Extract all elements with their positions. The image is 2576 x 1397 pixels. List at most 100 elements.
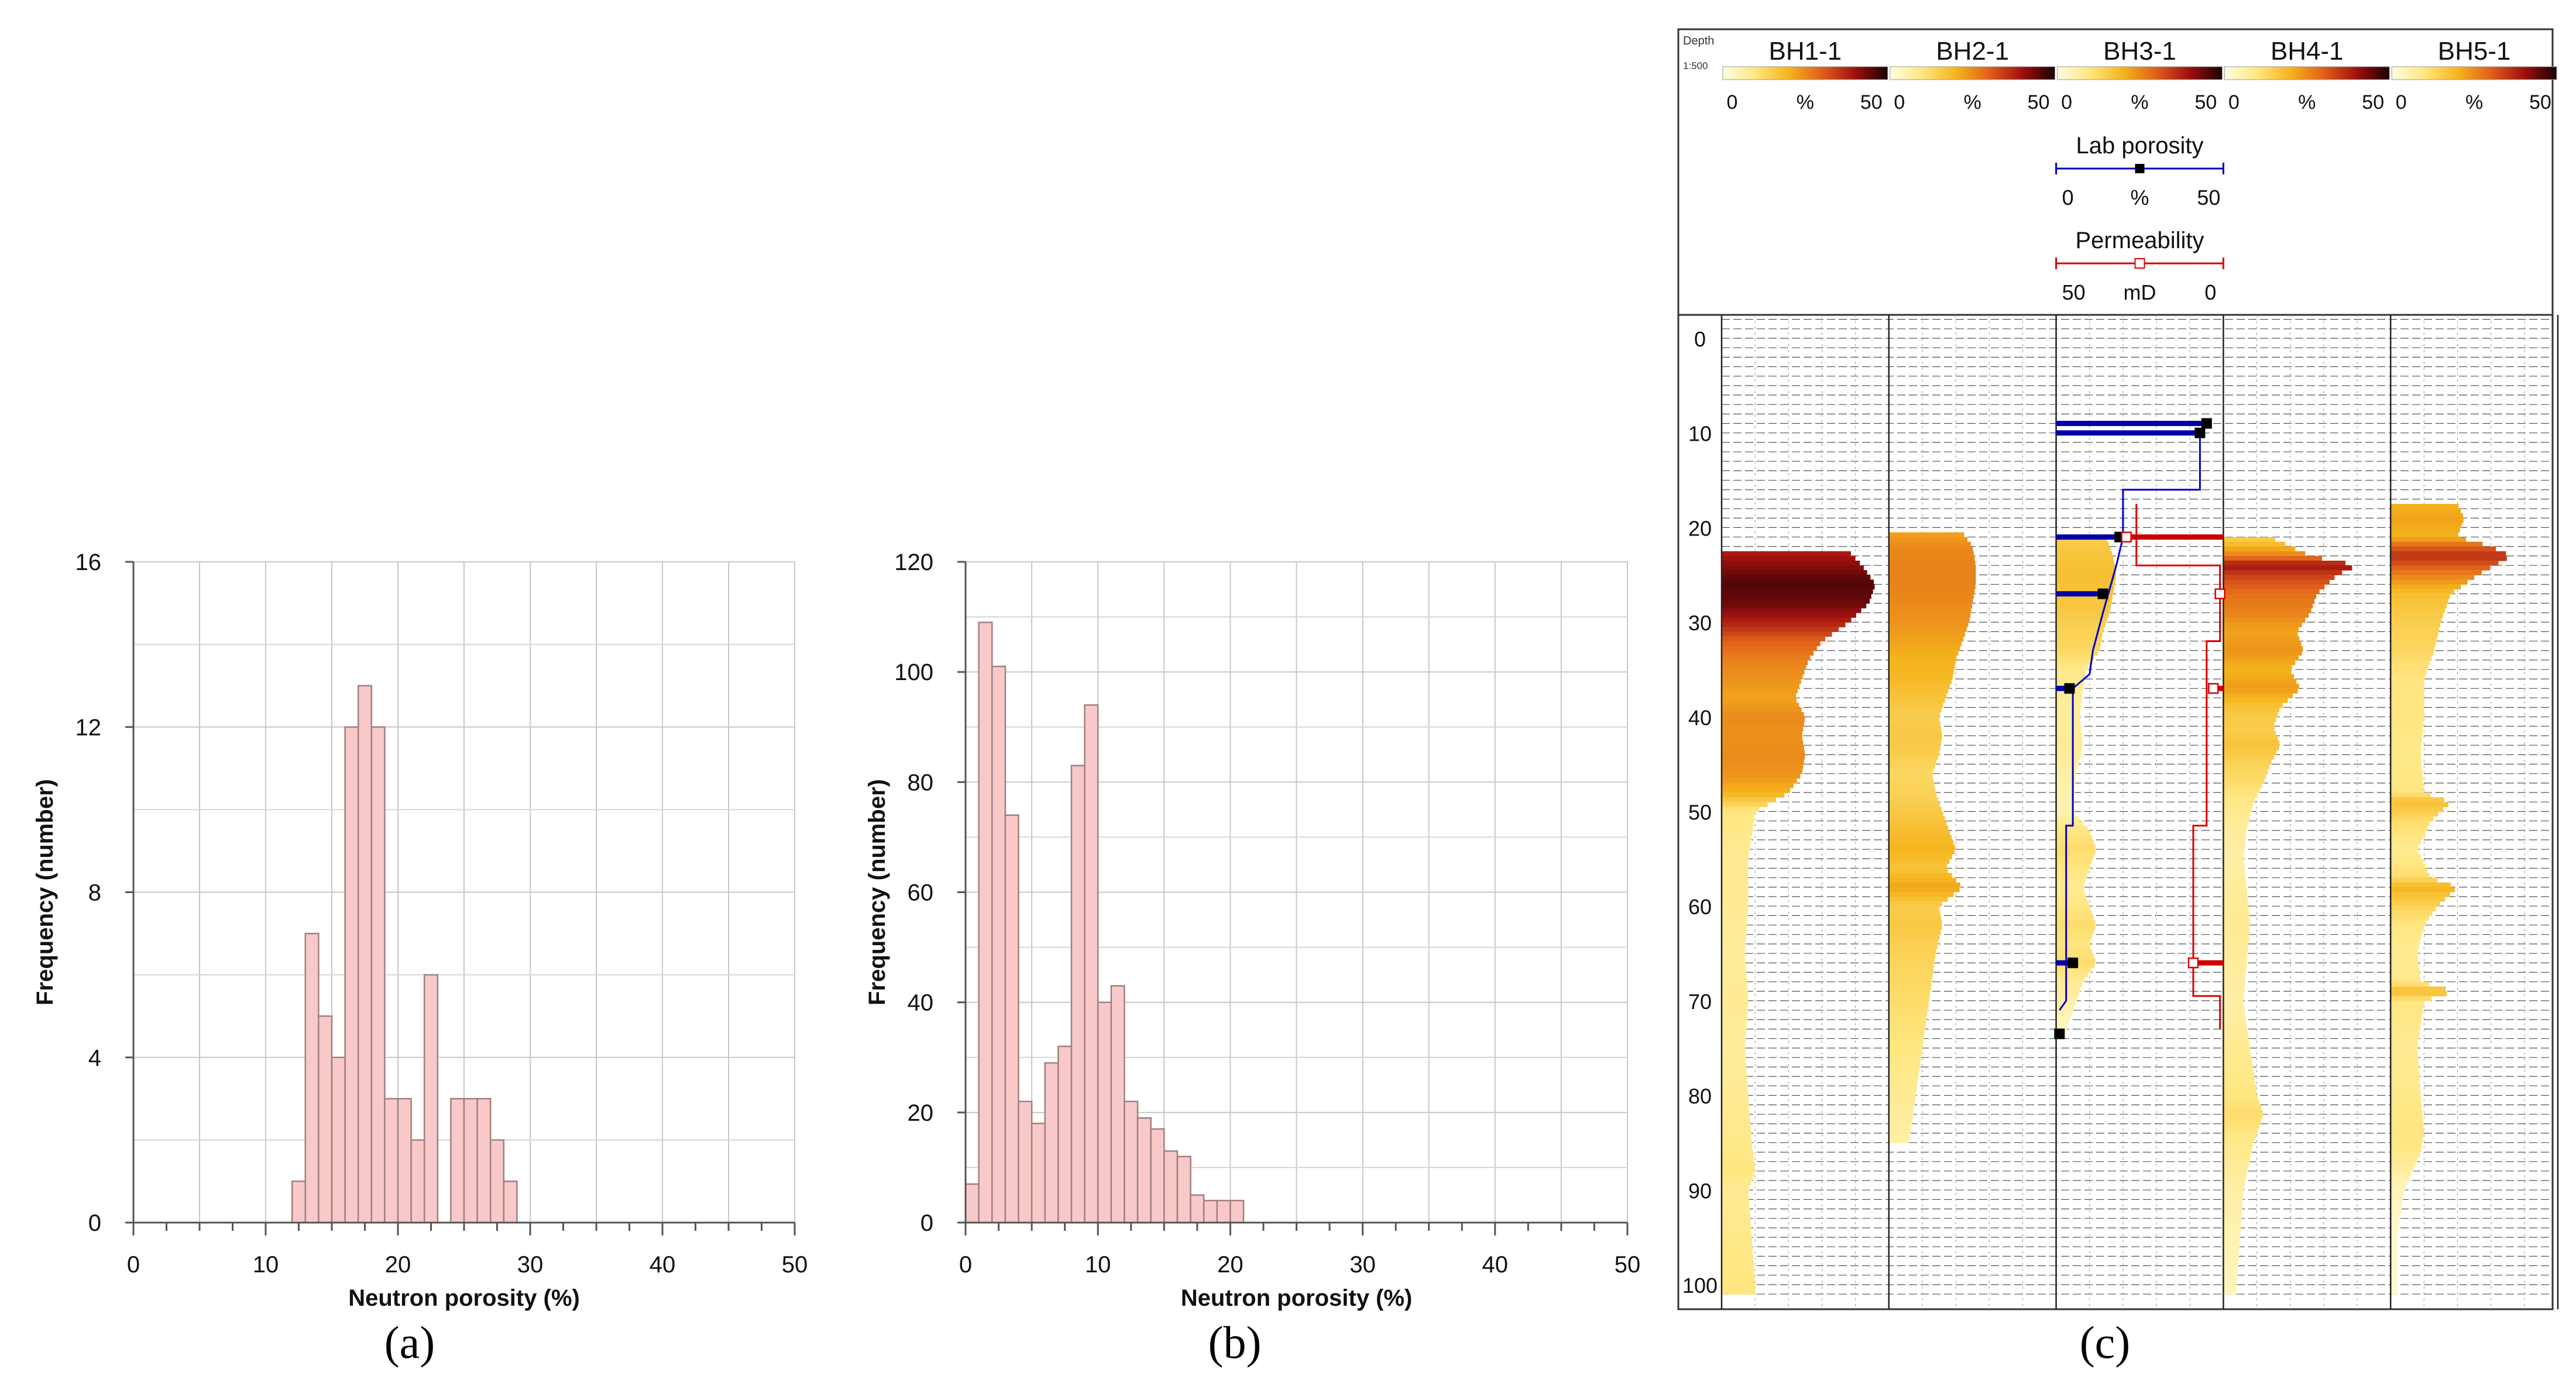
porosity-slice bbox=[2223, 1048, 2251, 1053]
porosity-slice bbox=[2390, 802, 2448, 808]
porosity-slice bbox=[2390, 579, 2468, 585]
porosity-slice bbox=[2390, 967, 2420, 973]
porosity-slice bbox=[2056, 716, 2080, 722]
porosity-slice bbox=[2390, 1261, 2398, 1266]
porosity-slice bbox=[1888, 972, 1933, 978]
porosity-slice bbox=[2223, 1166, 2248, 1172]
porosity-slice bbox=[2223, 868, 2245, 874]
porosity-slice bbox=[1722, 1213, 1750, 1219]
porosity-slice bbox=[2056, 745, 2083, 750]
x-tick-label: 30 bbox=[1349, 1252, 1376, 1278]
porosity-slice bbox=[2390, 589, 2454, 595]
porosity-slice bbox=[1722, 754, 1805, 760]
porosity-colorbar bbox=[1722, 66, 1888, 80]
porosity-slice bbox=[2223, 664, 2292, 670]
histogram-bar bbox=[1176, 1155, 1191, 1224]
porosity-slice bbox=[1888, 939, 1939, 945]
porosity-slice bbox=[2223, 1185, 2244, 1190]
porosity-slice bbox=[2223, 863, 2245, 869]
porosity-slice bbox=[1888, 1029, 1925, 1035]
porosity-slice bbox=[2390, 768, 2423, 774]
porosity-slice bbox=[1888, 943, 1938, 949]
porosity-slice bbox=[1888, 1119, 1912, 1124]
porosity-slice bbox=[1722, 1104, 1750, 1110]
histogram-bar bbox=[476, 1098, 492, 1224]
porosity-slice bbox=[2390, 598, 2448, 604]
porosity-slice bbox=[2056, 1000, 2076, 1006]
porosity-slice bbox=[2223, 641, 2302, 647]
porosity-slice bbox=[1888, 845, 1955, 850]
porosity-slice bbox=[1888, 764, 1935, 770]
porosity-slice bbox=[2223, 948, 2248, 954]
porosity-slice bbox=[1722, 1067, 1747, 1072]
porosity-slice bbox=[1888, 731, 1942, 736]
porosity-slice bbox=[2390, 1180, 2407, 1186]
porosity-slice bbox=[1722, 821, 1754, 826]
porosity-slice bbox=[2390, 1171, 2412, 1176]
porosity-slice bbox=[2223, 693, 2293, 699]
porosity-slice bbox=[2390, 840, 2421, 845]
porosity-slice bbox=[2390, 1204, 2402, 1210]
porosity-slice bbox=[2056, 934, 2093, 940]
porosity-slice bbox=[1888, 792, 1937, 798]
porosity-slice bbox=[1888, 560, 1976, 566]
porosity-slice bbox=[1888, 603, 1972, 609]
porosity-slice bbox=[2223, 570, 2343, 575]
porosity-slice bbox=[2390, 863, 2426, 869]
porosity-slice bbox=[2223, 1138, 2255, 1144]
porosity-slice bbox=[1722, 650, 1814, 656]
porosity-slice bbox=[2223, 1000, 2244, 1006]
porosity-slice bbox=[2390, 712, 2424, 718]
lab-porosity-step-line bbox=[2059, 423, 2208, 1011]
porosity-slice bbox=[2390, 873, 2430, 878]
porosity-slice bbox=[2223, 660, 2296, 665]
porosity-slice bbox=[2223, 726, 2275, 732]
porosity-slice bbox=[1888, 1062, 1920, 1068]
porosity-slice bbox=[2056, 698, 2082, 703]
porosity-slice bbox=[1722, 925, 1747, 931]
porosity-slice bbox=[2223, 750, 2277, 756]
depth-tick-label: 40 bbox=[1688, 706, 1712, 730]
porosity-slice bbox=[1888, 754, 1939, 760]
permeability-max: 0 bbox=[2204, 280, 2216, 304]
porosity-slice bbox=[1722, 1038, 1746, 1044]
histogram-bar bbox=[1110, 985, 1125, 1224]
histogram-bar bbox=[1004, 814, 1019, 1224]
porosity-slice bbox=[2390, 1062, 2419, 1068]
porosity-slice bbox=[1722, 1057, 1746, 1063]
porosity-slice bbox=[1888, 1076, 1918, 1082]
porosity-slice bbox=[2390, 546, 2496, 552]
porosity-slice bbox=[1722, 1195, 1749, 1200]
porosity-slice bbox=[2223, 854, 2244, 859]
porosity-slice bbox=[2390, 660, 2430, 665]
porosity-slice bbox=[1888, 897, 1948, 902]
histogram-bar bbox=[304, 932, 320, 1224]
porosity-slice bbox=[2223, 560, 2346, 566]
histogram-bar bbox=[1229, 1200, 1245, 1224]
permeability-min: 50 bbox=[2062, 280, 2086, 304]
porosity-slice bbox=[1722, 1218, 1751, 1224]
porosity-slice bbox=[1888, 575, 1976, 580]
porosity-slice bbox=[1722, 1242, 1753, 1247]
porosity-slice bbox=[1888, 607, 1972, 613]
porosity-slice bbox=[1722, 868, 1749, 874]
porosity-slice bbox=[2390, 1048, 2418, 1053]
porosity-slice bbox=[1722, 991, 1748, 997]
porosity-slice bbox=[2390, 575, 2475, 580]
porosity-slice bbox=[1888, 1048, 1922, 1053]
porosity-slice bbox=[1722, 1138, 1752, 1144]
porosity-slice bbox=[2223, 1020, 2247, 1025]
track-bh2-1-fill bbox=[1888, 532, 1976, 1144]
porosity-slice bbox=[1722, 773, 1801, 779]
porosity-slice bbox=[1888, 991, 1931, 997]
porosity-slice bbox=[1888, 693, 1947, 699]
porosity-slice bbox=[2223, 736, 2278, 741]
porosity-slice bbox=[1722, 1256, 1754, 1262]
porosity-slice bbox=[1888, 958, 1935, 963]
histogram-b: (b) 0 10 20 30 40 50 0 20 40 60 80 100 120 Neutron po… bbox=[864, 550, 1640, 1368]
porosity-slice bbox=[1888, 1095, 1915, 1101]
porosity-slice bbox=[1722, 901, 1749, 907]
porosity-slice bbox=[1888, 911, 1940, 916]
porosity-slice bbox=[1722, 702, 1799, 708]
porosity-slice bbox=[1722, 863, 1749, 869]
